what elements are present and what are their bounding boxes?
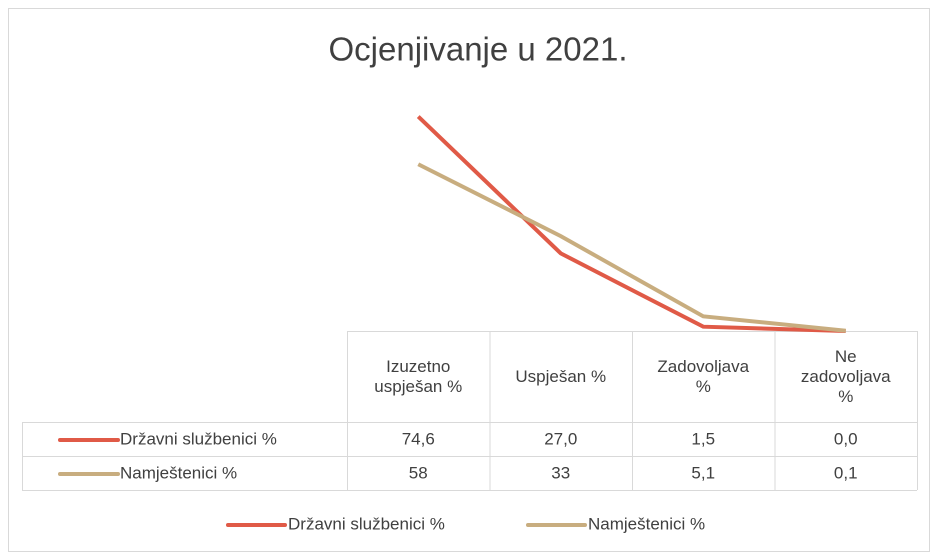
category-text: Zadovoljava % bbox=[657, 356, 750, 396]
category-label: Izuzetno uspješan % bbox=[347, 331, 490, 422]
category-label: Uspješan % bbox=[490, 331, 633, 422]
table-row-label: Državni službenici % bbox=[120, 429, 277, 448]
legend-label: Državni službenici % bbox=[288, 514, 445, 533]
category-label: Zadovoljava % bbox=[632, 331, 775, 422]
category-label: Ne zadovoljava % bbox=[775, 331, 918, 422]
legend-label: Namještenici % bbox=[588, 514, 705, 533]
chart-frame bbox=[8, 8, 930, 552]
category-text: Ne zadovoljava % bbox=[800, 346, 891, 406]
table-row-label: Namještenici % bbox=[120, 463, 237, 482]
table-value: 0,1 bbox=[834, 463, 858, 482]
table-value: 1,5 bbox=[691, 429, 715, 448]
table-value: 33 bbox=[551, 463, 570, 482]
table-value: 58 bbox=[409, 463, 428, 482]
table-value: 0,0 bbox=[834, 429, 858, 448]
series-line bbox=[417, 162, 846, 333]
table-value: 5,1 bbox=[691, 463, 715, 482]
category-text: Uspješan % bbox=[515, 366, 607, 386]
table-value: 74,6 bbox=[402, 429, 435, 448]
table-value: 27,0 bbox=[544, 429, 577, 448]
chart-title: Ocjenjivanje u 2021. bbox=[328, 31, 627, 68]
series-line bbox=[416, 115, 846, 333]
category-text: Izuzetno uspješan % bbox=[374, 356, 463, 396]
